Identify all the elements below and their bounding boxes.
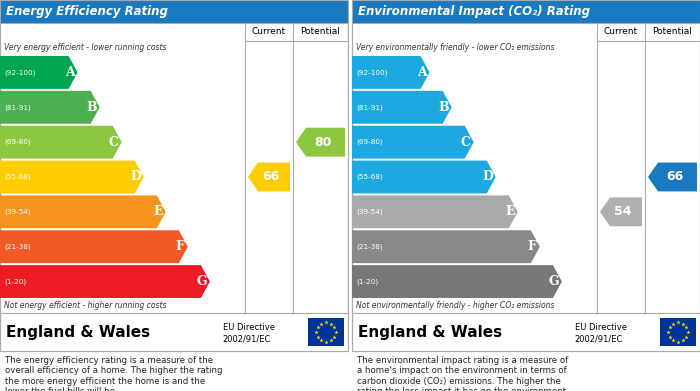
Text: England & Wales: England & Wales	[6, 325, 150, 339]
Text: G: G	[197, 275, 207, 288]
Text: Current: Current	[604, 27, 638, 36]
Text: 2002/91/EC: 2002/91/EC	[575, 334, 623, 343]
Text: A: A	[416, 66, 426, 79]
Polygon shape	[0, 196, 166, 228]
Polygon shape	[0, 91, 99, 124]
Text: C: C	[108, 136, 119, 149]
Text: Not environmentally friendly - higher CO₂ emissions: Not environmentally friendly - higher CO…	[356, 301, 554, 310]
Text: Very energy efficient - lower running costs: Very energy efficient - lower running co…	[4, 43, 167, 52]
Bar	[0, 313, 348, 351]
Polygon shape	[0, 126, 122, 159]
Bar	[660, 318, 696, 346]
Text: (81-91): (81-91)	[4, 104, 31, 111]
Polygon shape	[352, 230, 540, 263]
Bar	[352, 0, 700, 351]
Text: Potential: Potential	[652, 27, 692, 36]
Text: Very environmentally friendly - lower CO₂ emissions: Very environmentally friendly - lower CO…	[356, 43, 554, 52]
Text: EU Directive: EU Directive	[575, 323, 626, 332]
Text: (1-20): (1-20)	[356, 278, 378, 285]
Text: B: B	[438, 101, 449, 114]
Text: (21-38): (21-38)	[356, 244, 383, 250]
Bar	[0, 0, 348, 351]
Bar	[0, 0, 348, 23]
Bar	[352, 0, 700, 23]
Text: (92-100): (92-100)	[356, 69, 387, 76]
Text: G: G	[549, 275, 559, 288]
Text: F: F	[176, 240, 184, 253]
Text: The environmental impact rating is a measure of
a home's impact on the environme: The environmental impact rating is a mea…	[357, 356, 568, 391]
Text: 80: 80	[314, 136, 331, 149]
Polygon shape	[0, 230, 188, 263]
Bar	[308, 318, 344, 346]
Text: D: D	[130, 170, 141, 183]
Text: Current: Current	[252, 27, 286, 36]
Polygon shape	[352, 265, 562, 298]
Text: (69-80): (69-80)	[4, 139, 31, 145]
Text: A: A	[64, 66, 74, 79]
Text: 66: 66	[262, 170, 279, 183]
Polygon shape	[352, 126, 474, 159]
Text: (39-54): (39-54)	[356, 209, 383, 215]
Text: 54: 54	[615, 205, 631, 218]
Text: England & Wales: England & Wales	[358, 325, 502, 339]
Text: Energy Efficiency Rating: Energy Efficiency Rating	[6, 5, 168, 18]
Polygon shape	[352, 56, 430, 89]
Text: Environmental Impact (CO₂) Rating: Environmental Impact (CO₂) Rating	[358, 5, 590, 18]
Text: (81-91): (81-91)	[356, 104, 383, 111]
Text: C: C	[461, 136, 470, 149]
Bar	[0, 313, 348, 351]
Text: E: E	[505, 205, 514, 218]
Polygon shape	[600, 197, 642, 226]
Text: E: E	[153, 205, 162, 218]
Bar	[352, 313, 700, 351]
Bar	[0, 23, 348, 313]
Text: F: F	[527, 240, 536, 253]
Polygon shape	[296, 128, 345, 156]
Polygon shape	[0, 56, 78, 89]
Text: (55-68): (55-68)	[4, 174, 31, 180]
Bar	[352, 313, 700, 351]
Text: 66: 66	[666, 170, 683, 183]
Polygon shape	[352, 91, 452, 124]
Bar	[352, 23, 700, 313]
Text: (1-20): (1-20)	[4, 278, 26, 285]
Polygon shape	[248, 163, 290, 192]
Text: (39-54): (39-54)	[4, 209, 31, 215]
Polygon shape	[0, 265, 210, 298]
Text: Potential: Potential	[300, 27, 340, 36]
Polygon shape	[0, 161, 144, 194]
Text: Not energy efficient - higher running costs: Not energy efficient - higher running co…	[4, 301, 167, 310]
Text: (55-68): (55-68)	[356, 174, 383, 180]
Polygon shape	[648, 163, 697, 192]
Text: (21-38): (21-38)	[4, 244, 31, 250]
Text: (92-100): (92-100)	[4, 69, 36, 76]
Polygon shape	[352, 161, 496, 194]
Text: (69-80): (69-80)	[356, 139, 383, 145]
Text: 2002/91/EC: 2002/91/EC	[223, 334, 271, 343]
Polygon shape	[352, 196, 518, 228]
Text: The energy efficiency rating is a measure of the
overall efficiency of a home. T: The energy efficiency rating is a measur…	[5, 356, 223, 391]
Text: D: D	[482, 170, 493, 183]
Text: B: B	[86, 101, 97, 114]
Text: EU Directive: EU Directive	[223, 323, 274, 332]
